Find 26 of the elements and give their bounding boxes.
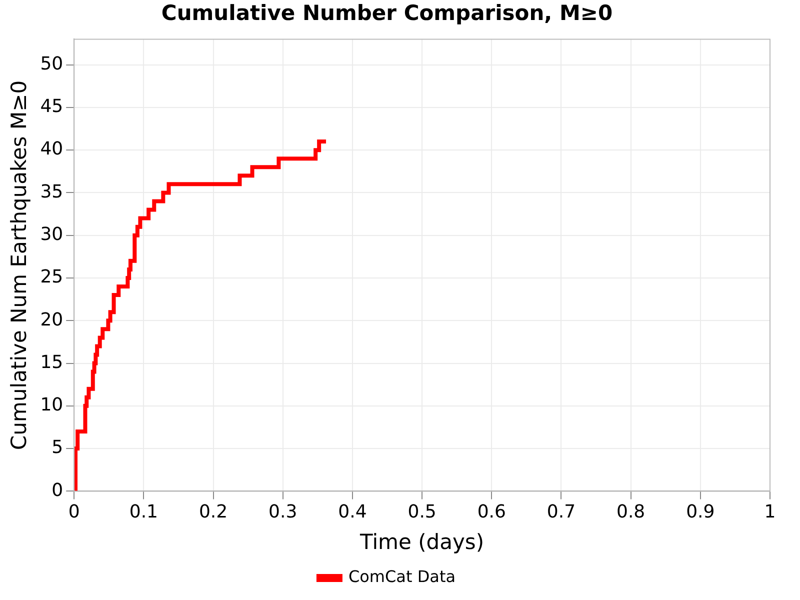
x-tick-label: 0.3 [268,502,298,523]
x-tick-label: 0.9 [686,502,715,523]
y-axis-title: Cumulative Num Earthquakes M≥0 [7,80,32,450]
x-tick-label: 0.6 [477,502,506,523]
x-tick-label: 0.8 [616,502,646,523]
x-tick-label: 0.5 [408,502,436,523]
y-tick-label: 0 [52,480,64,501]
y-tick-label: 45 [40,96,64,118]
x-tick-label: 0 [68,502,80,523]
y-tick-label: 25 [40,266,64,288]
x-tick-label: 1 [764,502,776,523]
y-tick-label: 50 [40,53,64,74]
x-tick-label: 0.2 [198,502,228,523]
x-tick-label: 0.7 [546,502,576,523]
y-tick-label: 10 [40,394,64,416]
x-tick-label: 0.4 [338,502,367,523]
y-tick-label: 20 [40,309,64,330]
legend-label: ComCat Data [348,567,456,586]
y-tick-label: 5 [52,437,64,458]
y-tick-label: 15 [40,352,64,373]
y-tick-label: 30 [40,224,64,246]
y-tick-label: 35 [40,181,64,202]
x-tick-label: 0.1 [129,502,158,523]
y-tick-label: 40 [40,138,64,160]
chart-title: Cumulative Number Comparison, M≥0 [161,1,613,26]
x-axis-title: Time (days) [359,530,484,554]
